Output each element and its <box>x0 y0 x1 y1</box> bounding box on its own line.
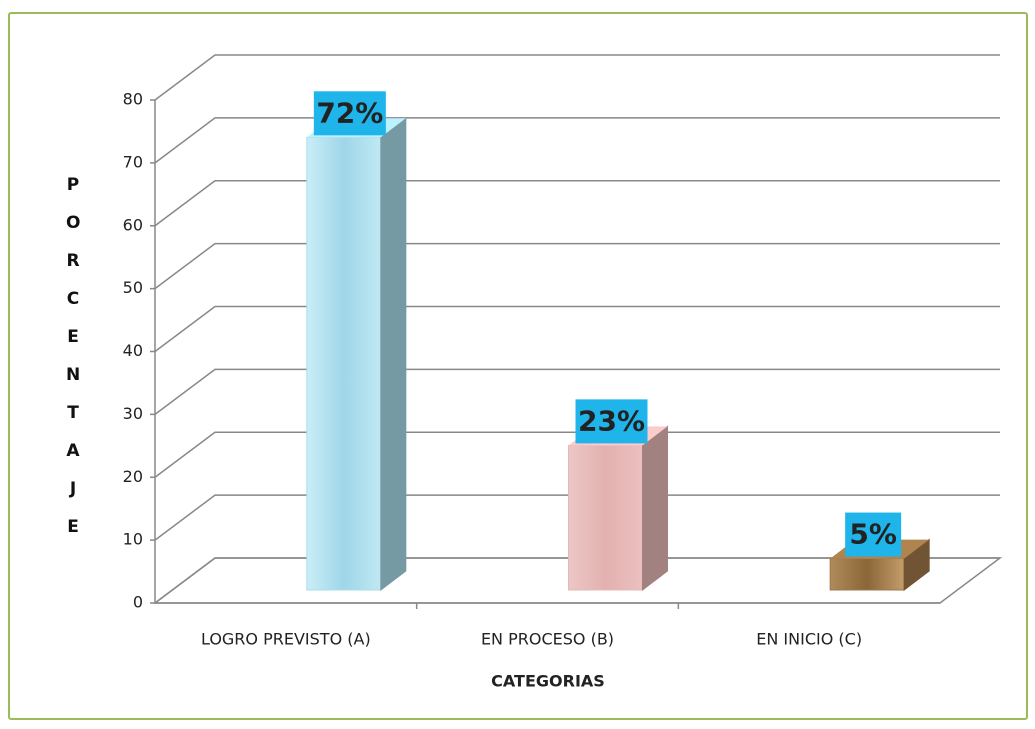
bar <box>829 558 905 591</box>
y-tick-label: 40 <box>123 341 143 360</box>
grid-line <box>154 117 1000 164</box>
bar-side <box>380 117 407 592</box>
grid-line <box>154 431 1000 478</box>
y-tick-label: 0 <box>133 593 143 612</box>
y-tick-label: 20 <box>123 467 143 486</box>
value-label: 23% <box>578 404 645 437</box>
y-tick-label: 50 <box>123 278 143 297</box>
y-tick-label: 70 <box>123 152 143 171</box>
value-label-box <box>313 91 386 136</box>
chart-frame <box>8 12 1028 720</box>
grid-line <box>154 305 1000 353</box>
x-tick-label: EN INICIO (C) <box>756 630 862 649</box>
y-tick-label: 30 <box>123 404 143 423</box>
grid-line <box>154 180 1000 227</box>
bar-side <box>642 425 668 592</box>
value-label: 72% <box>316 96 383 129</box>
grid-line <box>154 557 1000 604</box>
grid-line <box>154 494 1000 541</box>
x-axis-label: CATEGORIAS <box>491 672 605 691</box>
x-tick-label: EN PROCESO (B) <box>481 630 614 649</box>
x-tick-label: LOGRO PREVISTO (A) <box>201 630 371 649</box>
value-label-box <box>845 512 902 557</box>
y-axis-label: PORCENTAJE <box>66 175 81 537</box>
y-tick-label: 60 <box>123 215 143 234</box>
y-tick-label: 10 <box>123 530 143 549</box>
value-label-box <box>575 399 648 444</box>
bar <box>568 444 643 591</box>
grid-line <box>154 368 1000 415</box>
y-tick-label: 80 <box>123 90 143 109</box>
bar <box>306 136 382 591</box>
value-label: 5% <box>849 518 897 551</box>
grid-line <box>154 242 1000 290</box>
grid-line <box>154 54 1000 101</box>
